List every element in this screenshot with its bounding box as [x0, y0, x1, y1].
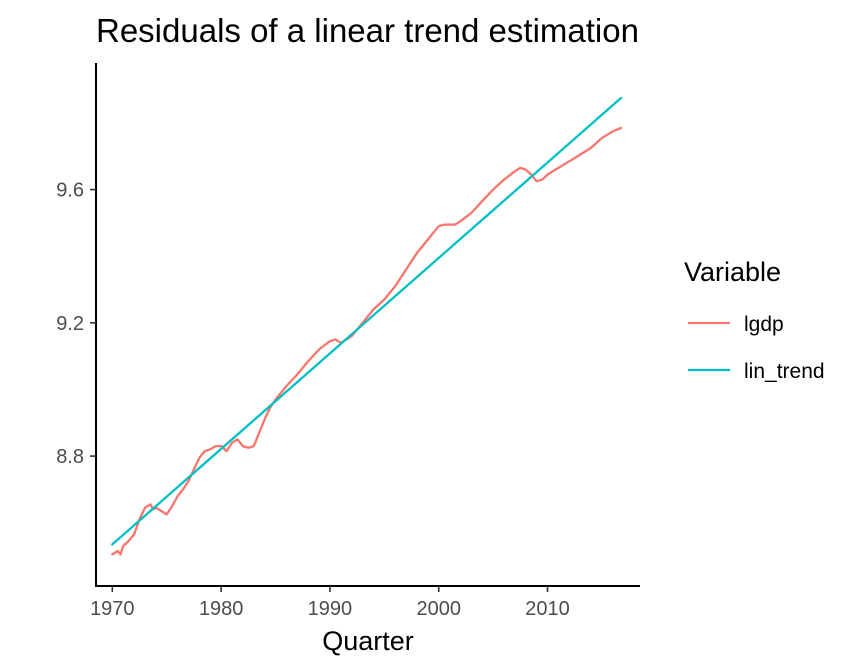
legend-items: lgdp lin_trend: [688, 313, 825, 383]
y-ticks: 8.8 9.2 9.6: [56, 180, 96, 468]
plot-panel: 8.8 9.2 9.6 1970 1980 1990 2000 2010: [56, 63, 640, 620]
chart-title: Residuals of a linear trend estimation: [96, 12, 639, 49]
x-axis-title: Quarter: [322, 626, 414, 656]
series-line-lin-trend: [111, 96, 623, 546]
series-line-lgdp: [111, 126, 623, 556]
legend-label-lgdp: lgdp: [744, 313, 784, 336]
y-tick-label: 9.6: [56, 180, 84, 202]
y-tick-label: 8.8: [56, 446, 84, 468]
legend: Variable lgdp lin_trend: [684, 257, 825, 383]
x-ticks: 1970 1980 1990 2000 2010: [90, 586, 570, 620]
legend-label-lin-trend: lin_trend: [744, 360, 825, 383]
series-lines: [111, 96, 623, 556]
x-tick-label: 2010: [525, 598, 570, 620]
y-tick-label: 9.2: [56, 313, 84, 335]
legend-title: Variable: [684, 257, 781, 287]
x-tick-label: 1990: [308, 598, 353, 620]
x-tick-label: 1970: [90, 598, 135, 620]
x-tick-label: 2000: [416, 598, 461, 620]
x-tick-label: 1980: [199, 598, 244, 620]
